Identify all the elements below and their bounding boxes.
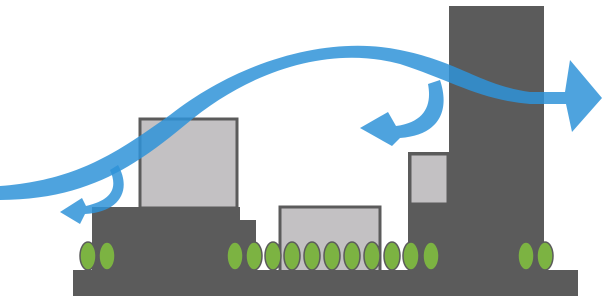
tower-window-block	[410, 154, 448, 204]
tree	[246, 242, 262, 270]
wind-illustration	[0, 0, 602, 299]
tree	[304, 242, 320, 270]
tree	[403, 242, 419, 270]
tree	[518, 242, 534, 270]
tree	[364, 242, 380, 270]
tree	[265, 242, 281, 270]
tree	[423, 242, 439, 270]
tree	[99, 242, 115, 270]
tree	[80, 242, 96, 270]
tree	[284, 242, 300, 270]
ground	[73, 270, 578, 296]
tree	[227, 242, 243, 270]
downwash-arrow	[360, 80, 444, 146]
tree	[324, 242, 340, 270]
tree	[344, 242, 360, 270]
tower	[449, 6, 544, 272]
tree	[537, 242, 553, 270]
tree	[384, 242, 400, 270]
